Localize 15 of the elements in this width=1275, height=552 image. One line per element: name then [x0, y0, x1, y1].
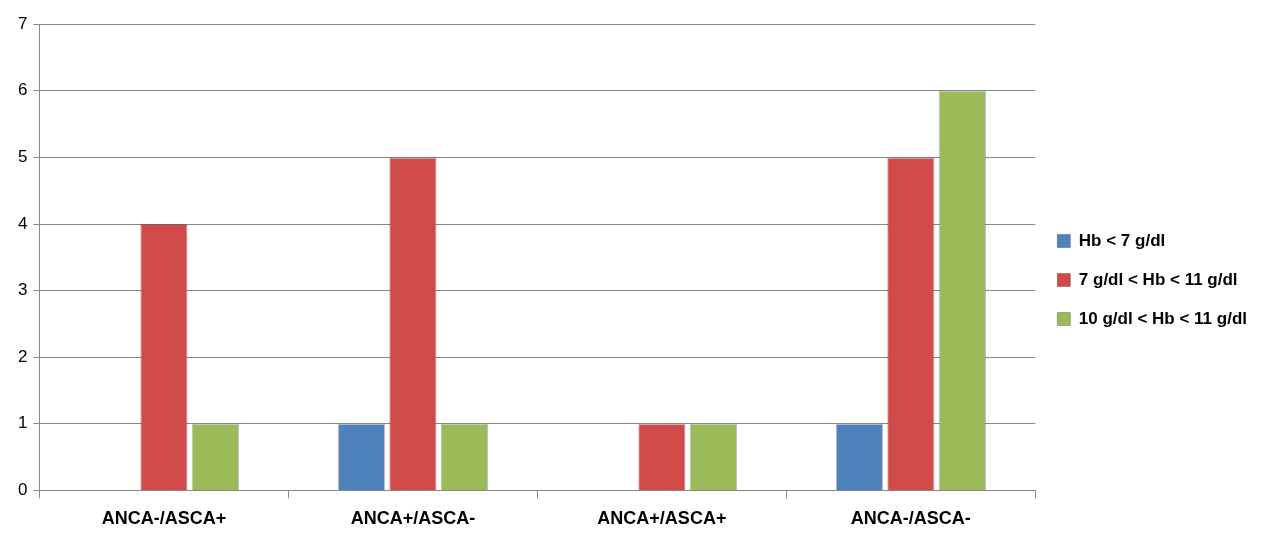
- y-tick-label: 6: [17, 80, 28, 100]
- legend-label: Hb < 7 g/dl: [1078, 230, 1166, 250]
- x-tick-label: ANCA-/ASCA+: [101, 508, 227, 529]
- legend-label: 10 g/dl < Hb < 11 g/dl: [1078, 308, 1248, 328]
- legend-label: 7 g/dl < Hb < 11 g/dl: [1078, 269, 1238, 289]
- x-tick-label: ANCA+/ASCA+: [597, 508, 727, 529]
- y-tick-label: 3: [17, 280, 28, 300]
- x-tick-label: ANCA-/ASCA-: [850, 508, 971, 529]
- y-tick-label: 7: [17, 13, 28, 33]
- y-tick-label: 4: [17, 213, 28, 233]
- x-tick-label: ANCA+/ASCA-: [350, 508, 476, 529]
- y-tick-label: 5: [17, 147, 28, 167]
- y-tick-label: 0: [17, 480, 28, 500]
- y-tick-label: 1: [17, 413, 28, 433]
- y-tick-label: 2: [17, 346, 28, 366]
